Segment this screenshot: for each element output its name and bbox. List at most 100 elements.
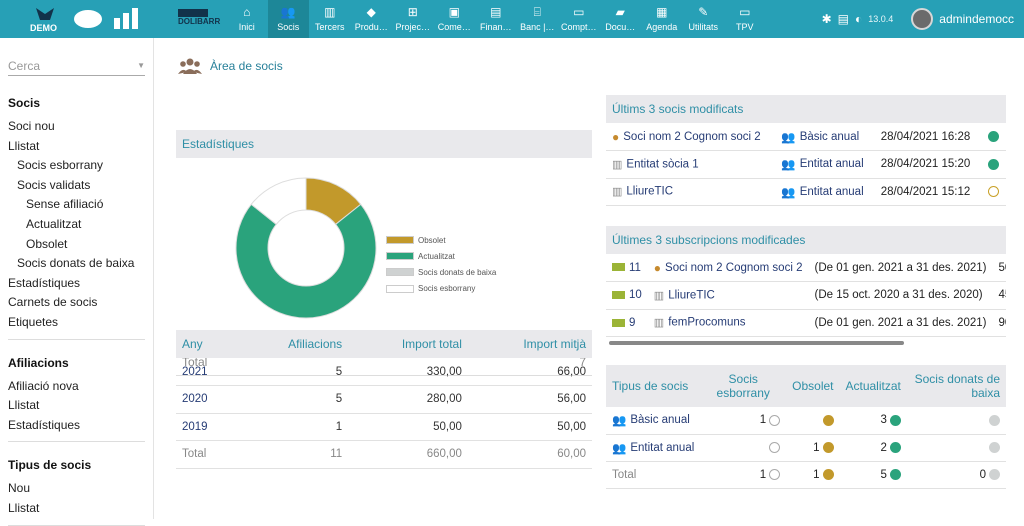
- donut-slice-actualitzat[interactable]: [235, 203, 377, 319]
- member-link[interactable]: femProcomuns: [668, 316, 746, 329]
- year-link[interactable]: 2019: [182, 420, 208, 433]
- count-value: 2: [880, 441, 887, 454]
- sidebar-item[interactable]: Soci nou: [8, 119, 55, 133]
- sidebar-item[interactable]: Actualitzat: [26, 216, 82, 231]
- member-link[interactable]: LliureTIC: [668, 289, 715, 302]
- sidebar-item[interactable]: Estadístiques: [8, 275, 81, 290]
- sidebar-item[interactable]: Llistat: [8, 398, 40, 413]
- type-name-cell[interactable]: 👥 Entitat anual: [606, 434, 701, 462]
- subscriptions-by-year-table: Any Afiliacions Import total Import mitjà 2…: [176, 330, 592, 469]
- sidebar-item[interactable]: Etiquetes: [8, 314, 59, 329]
- menu-item-finan[interactable]: ▤ Finan…: [475, 0, 517, 38]
- donut-chart: Obsolet Actualitzat Socis donats de baixa S…: [176, 158, 592, 348]
- menu-item-tpv[interactable]: ▭ TPV: [724, 0, 766, 38]
- print-icon[interactable]: ▤: [837, 12, 850, 26]
- sidebar-section-title[interactable]: Socis: [8, 96, 41, 110]
- sidebar-item[interactable]: Carnets de socis: [8, 295, 98, 310]
- sidebar-item[interactable]: Socis esborrany: [17, 158, 104, 173]
- member-type-cell[interactable]: 👥 Entitat anual: [775, 150, 875, 179]
- type-link[interactable]: Entitat anual: [630, 441, 695, 454]
- table-cell[interactable]: 2020: [176, 385, 239, 414]
- member-name-cell[interactable]: ● Soci nom 2 Cognom soci 2: [647, 254, 809, 282]
- menu-item-tercers[interactable]: ▥ Tercers: [309, 0, 351, 38]
- member-link[interactable]: Soci nom 2 Cognom soci 2: [623, 130, 761, 143]
- sidebar-item[interactable]: Socis validats: [17, 177, 91, 192]
- subscription-link[interactable]: 11: [629, 261, 641, 274]
- search-select[interactable]: Cerca ▼: [8, 56, 145, 76]
- menu-item-inici[interactable]: ⌂ Inici: [226, 0, 268, 38]
- sidebar-section-title[interactable]: Tipus de socis: [8, 458, 92, 473]
- menu-item-utilitats[interactable]: ✎ Utilitats: [683, 0, 725, 38]
- subscription-link[interactable]: 10: [629, 289, 642, 302]
- table-cell: 11: [238, 440, 349, 469]
- menu-item-produ[interactable]: ◆ Produ…: [351, 0, 393, 38]
- type-link[interactable]: Bàsic anual: [630, 414, 690, 427]
- table-row: 2021 5 330,00 66,00: [176, 358, 592, 386]
- sidebar-item[interactable]: Nou: [8, 481, 31, 496]
- status-badge: [987, 158, 999, 170]
- sidebar-item[interactable]: Socis donats de baixa: [17, 256, 135, 271]
- table-row: 2019 1 50,00 50,00: [176, 413, 592, 441]
- member-name-cell[interactable]: ▥ femProcomuns: [647, 309, 809, 337]
- table-cell[interactable]: 2019: [176, 413, 239, 441]
- amount-cell: 50,00: [992, 254, 1006, 282]
- user-name[interactable]: admindemocc: [939, 12, 1014, 26]
- amount-cell: 45,00: [992, 281, 1006, 310]
- status-badge: [989, 414, 1000, 426]
- type-name-cell[interactable]: 👥 Bàsic anual: [606, 407, 701, 435]
- user-area: ✱ ▤ ◐ 13.0.4 admindemocc: [822, 8, 1014, 30]
- sidebar-item[interactable]: Sense afiliació: [26, 197, 104, 212]
- member-link[interactable]: Entitat sòcia 1: [626, 158, 699, 171]
- horizontal-scrollbar[interactable]: [609, 341, 904, 345]
- member-name-cell[interactable]: ▥ LliureTIC: [606, 178, 776, 206]
- sidebar-item[interactable]: Llistat: [8, 500, 40, 515]
- count-cell: [906, 407, 1006, 435]
- column-header: Import total: [348, 330, 468, 358]
- menu-item-docu[interactable]: ▰ Docu…: [600, 0, 642, 38]
- menu-item-projec[interactable]: ⊞ Projec…: [392, 0, 434, 38]
- members-icon: [178, 58, 202, 74]
- stats-title: Estadístiques: [176, 130, 592, 158]
- member-link[interactable]: Soci nom 2 Cognom soci 2: [665, 261, 803, 274]
- member-name-cell[interactable]: ▥ LliureTIC: [647, 281, 809, 310]
- menu-item-socis[interactable]: 👥 Socis: [267, 0, 309, 38]
- avatar[interactable]: [911, 8, 934, 30]
- subscription-link[interactable]: 9: [629, 316, 636, 329]
- left-sidebar: Cerca ▼ Socis Soci nou Llistat Socis esborra…: [0, 38, 154, 526]
- sidebar-item[interactable]: Estadístiques: [8, 417, 81, 432]
- status-badge: [822, 441, 834, 453]
- member-link[interactable]: LliureTIC: [626, 185, 674, 198]
- count-value: 3: [880, 414, 887, 427]
- type-link[interactable]: Bàsic anual: [799, 130, 860, 143]
- member-type-cell[interactable]: 👥 Entitat anual: [775, 178, 875, 206]
- year-link[interactable]: 2020: [182, 393, 208, 406]
- menu-item-compt[interactable]: ▭ Compt…: [558, 0, 600, 38]
- donut-slice-socis-esborrany[interactable]: [250, 177, 307, 226]
- member-name-cell[interactable]: ▥ Entitat sòcia 1: [606, 150, 776, 179]
- sidebar-item[interactable]: Afiliació nova: [8, 378, 79, 393]
- subscription-id-cell[interactable]: 10: [606, 281, 648, 310]
- count-cell: 5: [839, 461, 907, 489]
- subscription-id-cell[interactable]: 9: [606, 309, 648, 337]
- menu-item-come[interactable]: ▣ Come…: [434, 0, 476, 38]
- status-badge: [769, 441, 781, 453]
- year-link[interactable]: 2021: [182, 365, 208, 378]
- sidebar-section-title[interactable]: Afiliacions: [8, 355, 69, 370]
- table-cell[interactable]: 2021: [176, 358, 239, 386]
- sidebar-item[interactable]: Llistat: [8, 138, 40, 153]
- member-name-cell[interactable]: ● Soci nom 2 Cognom soci 2: [606, 123, 776, 151]
- type-link[interactable]: Entitat anual: [799, 158, 864, 171]
- menu-item-label: Docu…: [605, 22, 636, 32]
- dolibarr-logo: DOLIBARR: [178, 9, 220, 27]
- menu-item-agenda[interactable]: ▦ Agenda: [641, 0, 683, 38]
- bug-icon[interactable]: ✱: [821, 12, 832, 26]
- help-icon[interactable]: ◐: [855, 12, 863, 26]
- member-type-cell[interactable]: 👥 Bàsic anual: [775, 123, 875, 151]
- type-link[interactable]: Entitat anual: [799, 185, 864, 198]
- column-header: Socis donats de baixa: [906, 365, 1006, 407]
- sidebar-item[interactable]: Obsolet: [26, 236, 68, 251]
- subscription-id-cell[interactable]: 11: [606, 254, 648, 282]
- folder-icon: ▰: [615, 5, 625, 19]
- demo-logo[interactable]: DEMO: [30, 6, 60, 33]
- menu-item-banc[interactable]: ⌸ Banc |…: [517, 0, 559, 38]
